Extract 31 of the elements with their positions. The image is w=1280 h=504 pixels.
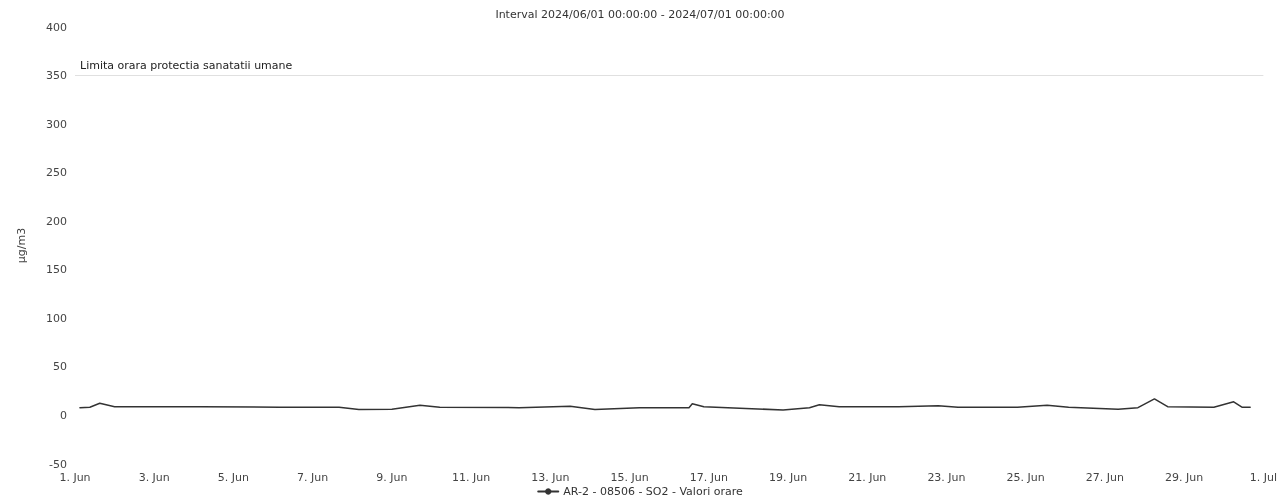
ref-line-label: Limita orara protectia sanatatii umane [80,58,293,72]
x-tick-label: 27. Jun [1085,471,1125,484]
x-tick-label: 1. Jun [59,471,91,484]
y-tick-label: 250 [46,166,67,180]
legend-label: AR-2 - 08506 - SO2 - Valori orare [563,485,743,498]
x-tick-label: 23. Jun [927,471,966,484]
x-tick-label: 15. Jun [610,471,649,484]
x-tick-label: 17. Jun [689,471,728,484]
x-tick-label: 11. Jun [452,471,491,484]
y-tick-label: 100 [46,311,67,325]
x-tick-label: 29. Jun [1165,471,1204,484]
x-tick-label: 21. Jun [848,471,887,484]
y-tick-label: 150 [46,263,67,277]
y-tick-label: 0 [60,408,67,422]
y-axis-title: µg/m3 [15,227,28,264]
y-tick-label: 300 [46,117,67,131]
x-tick-label: 7. Jun [297,471,329,484]
x-tick-label: 3. Jun [138,471,170,484]
x-tick-label: 1. Jul [1249,471,1277,484]
y-tick-label: 50 [53,360,67,374]
y-tick-label: 400 [46,20,67,34]
x-tick-label: 5. Jun [217,471,250,484]
y-tick-label: 350 [46,69,67,83]
x-tick-label: 13. Jun [531,471,570,484]
x-tick-label: 9. Jun [376,471,408,484]
y-tick-label: 200 [46,214,67,228]
line-series [79,398,1251,411]
chart-title: Interval 2024/06/01 00:00:00 - 2024/07/01 00:00:00 [495,8,785,21]
x-tick-label: 19. Jun [768,471,808,484]
x-tick-label: 25. Jun [1006,471,1045,484]
y-tick-label: -50 [49,457,67,471]
